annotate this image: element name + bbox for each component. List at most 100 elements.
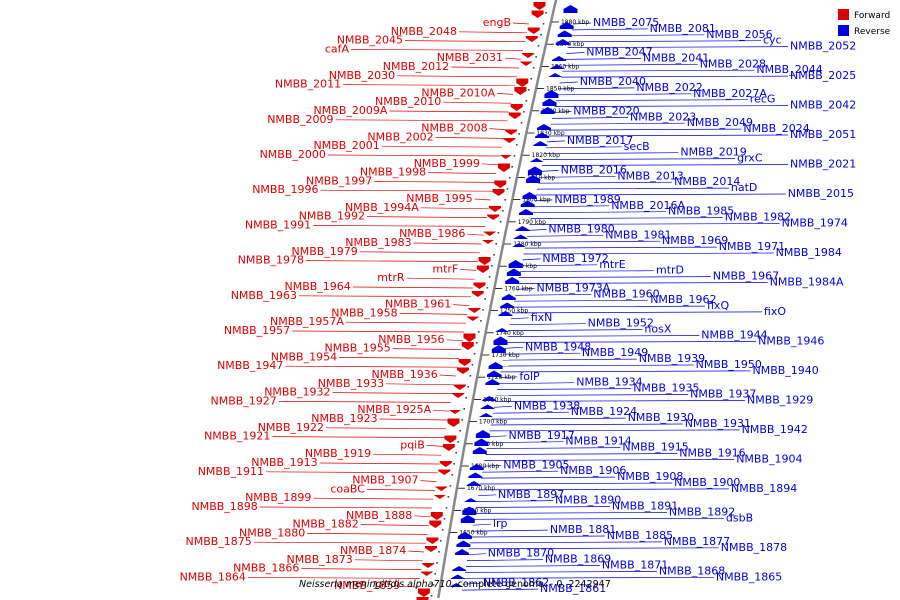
leader-line [510,317,529,320]
leader-line [557,93,692,96]
gene-label: NMBB_1986 [399,227,465,240]
leader-line [518,276,711,278]
forward-gene-arrow [494,180,507,188]
gene-label: NMBB_1997 [306,174,372,187]
reverse-gene-arrow [472,447,487,454]
leader-line [420,480,437,482]
gene-label: NMBB_1906 [560,464,626,477]
forward-gene-arrow [439,461,452,467]
reverse-gene-arrow [519,209,533,215]
gene-label: NMBB_2052 [790,40,856,53]
gene-label: NMBB_1932 [264,386,330,399]
gene-label: NMBB_2010 [375,95,441,108]
reverse-gene-arrow [488,362,503,369]
leader-line [468,547,719,550]
gene-label: NMBB_2008 [421,122,487,135]
gene-label: NMBB_1947 [217,359,283,372]
forward-gene-arrow [422,563,435,568]
leader-line [539,175,616,178]
gene-label: NMBB_2045 [337,34,403,47]
position-dot [477,331,480,333]
gene-label: NMBB_1991 [245,218,311,231]
gene-label: NMBB_1949 [582,346,648,359]
gene-label: mtrE [599,258,626,271]
position-dot [475,342,478,344]
gene-label: NMBB_2041 [643,51,709,64]
forward-gene-arrow [468,308,481,313]
tick-label: 1680 kbp [471,463,499,470]
gene-label: NMBB_2002 [367,130,433,143]
gene-label: NMBB_1979 [291,245,357,258]
leader-line [345,321,466,324]
reverse-gene-arrow [474,438,489,446]
position-dot [461,419,463,421]
leader-line [402,585,419,588]
leader-line [460,269,477,271]
gene-label: NMBB_2024 [743,122,809,135]
gene-label: NMBB_1871 [602,559,668,572]
tick-label: 1690 kbp [475,441,503,448]
reverse-gene-arrow [460,515,475,523]
gene-label: NMBB_2028 [700,57,766,70]
leader-line [491,417,626,420]
gene-label: NMBB_2025 [790,69,856,82]
tick-label: 1650 kbp [459,530,487,537]
gene-label: cafA [325,42,350,55]
forward-gene-arrow [461,342,474,350]
leader-line [475,506,610,508]
leader-line [463,576,714,579]
position-dot [467,386,470,388]
gene-label: NMBB_1916 [679,447,745,460]
gene-label: NMBB_1937 [690,388,756,401]
position-dot [542,23,545,25]
legend-reverse-swatch [838,25,849,36]
leader-line [366,216,488,218]
gene-label: NMBB_1930 [628,411,694,424]
caption-rest: , complete genome. - 0..2242947 [452,579,611,590]
gene-label: NMBB_1914 [565,435,631,448]
position-dot [436,562,438,564]
position-dot [453,463,456,465]
forward-gene-arrow [527,27,540,34]
gene-label: NMBB_1875 [185,535,251,548]
tick-label: 1880 kbp [561,19,589,26]
position-dot [484,298,486,300]
reverse-gene-arrow [537,124,551,130]
reverse-gene-arrow [491,345,506,353]
leader-line [499,376,518,379]
gene-label: NMBB_2014 [674,175,740,188]
gene-label: NMBB_2010A [421,86,495,99]
forward-gene-arrow [505,129,518,135]
genome-backbone [437,0,558,599]
forward-gene-arrow [478,257,491,265]
forward-gene-arrow [482,240,494,244]
reverse-gene-arrow [557,30,572,37]
position-dot [459,430,461,432]
reverse-gene-arrow [487,370,501,377]
leader-line [536,187,729,190]
gene-label: NMBB_1929 [747,393,813,406]
position-dot [504,199,507,201]
leader-line [335,119,508,122]
leader-line [446,339,463,342]
leader-line [485,453,678,455]
gene-label: NMBB_1915 [622,441,688,454]
gene-label: engB [483,16,511,29]
leader-line [253,541,426,544]
gene-label: NMBB_1874 [340,544,406,557]
leader-line [386,383,455,386]
position-dot [490,265,493,267]
gene-label: NMBB_1962 [650,293,716,306]
gene-label: NMBB_1954 [271,350,337,363]
leader-line [373,453,442,456]
leader-line [504,57,522,60]
gene-label: NMBB_1948 [525,340,591,353]
gene-label: NMBB_2015 [788,187,854,200]
leader-line [488,435,507,438]
gene-label: NMBB_1885 [607,529,673,542]
leader-line [482,470,559,473]
leader-line [483,464,502,467]
gene-label: NMBB_1983 [345,236,411,249]
gene-label: NMBB_1958 [331,306,397,319]
leader-line [551,117,629,119]
